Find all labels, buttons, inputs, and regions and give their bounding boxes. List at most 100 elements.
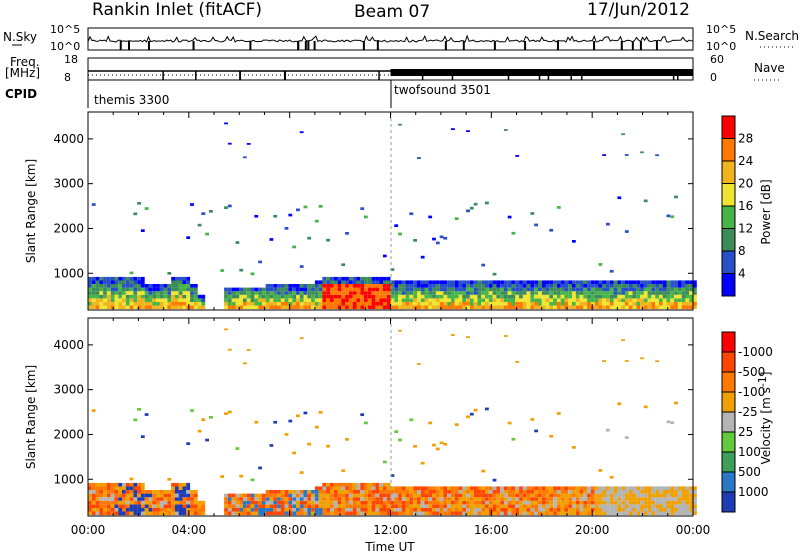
power-cell-1148 — [617, 291, 622, 295]
velocity-cell-181 — [163, 493, 168, 498]
velocity-cell-176 — [163, 511, 168, 516]
power-cell-1206 — [643, 301, 648, 306]
power-cell-497 — [333, 276, 338, 281]
velocity-cell-817 — [469, 500, 474, 505]
velocity-cell-1262 — [666, 486, 671, 490]
power-cell-1135 — [609, 269, 614, 273]
power-cell-387 — [288, 305, 293, 310]
velocity-cell-991 — [545, 490, 550, 494]
power-cell-1155 — [621, 298, 625, 302]
power-cell-998 — [549, 287, 554, 292]
power-cell-121 — [137, 301, 141, 306]
velocity-cell-160 — [152, 493, 157, 498]
power-cell-1032 — [564, 287, 569, 292]
power-cell-258 — [201, 301, 206, 306]
power-cell-719 — [428, 298, 433, 302]
power-cell-635 — [390, 284, 395, 288]
velocity-cell-171 — [159, 504, 164, 508]
velocity-cell-776 — [451, 490, 455, 494]
velocity-cell-680 — [409, 486, 414, 490]
power-cell-383 — [284, 291, 289, 295]
power-cell-1222 — [651, 305, 656, 310]
power-cell-621 — [386, 301, 391, 306]
power-cell-1058 — [575, 284, 580, 288]
velocity-cell-121 — [137, 507, 141, 512]
velocity-cell-1169 — [624, 486, 629, 490]
power-cell-294 — [239, 305, 244, 310]
velocity-cell-175 — [159, 490, 164, 494]
power-cell-473 — [326, 294, 330, 299]
velocity-cell-25 — [95, 490, 100, 494]
velocity-cell-1065 — [579, 493, 584, 498]
velocity-cell-494 — [333, 493, 338, 498]
power-cell-1003 — [553, 301, 557, 306]
velocity-cell-1151 — [617, 486, 622, 490]
velocity-cell-993 — [549, 511, 554, 516]
velocity-cell-399 — [292, 497, 296, 501]
power-cell-1319 — [693, 287, 697, 292]
velocity-cell-573 — [364, 421, 368, 425]
power-cell-997 — [549, 291, 554, 295]
velocity-cell-238 — [190, 507, 194, 512]
power-cell-110 — [133, 305, 138, 310]
power-cell-666 — [405, 301, 410, 306]
velocity-cell-979 — [541, 504, 546, 508]
power-cell-205 — [175, 287, 179, 292]
velocity-cell-229 — [186, 504, 191, 508]
power-cell-264 — [220, 269, 225, 272]
velocity-cell-730 — [432, 497, 436, 501]
power-cell-1267 — [670, 294, 675, 299]
velocity-cell-487 — [330, 486, 334, 490]
power-cell-25 — [95, 284, 100, 288]
power-cell-1244 — [659, 287, 663, 292]
power-cell-786 — [454, 280, 459, 284]
velocity-cell-594 — [375, 504, 380, 508]
velocity-cell-691 — [417, 511, 421, 516]
velocity-cell-861 — [488, 500, 493, 505]
velocity-cell-1301 — [685, 500, 690, 505]
velocity-cell-719 — [428, 504, 433, 508]
power-cell-138 — [140, 276, 145, 281]
velocity-cell-272 — [224, 328, 228, 331]
velocity-cell-870 — [492, 497, 497, 501]
velocity-cell-831 — [473, 408, 478, 412]
power-cell-677 — [409, 291, 414, 295]
velocity-cell-936 — [522, 507, 527, 512]
velocity-cell-1036 — [568, 507, 572, 512]
velocity-cell-1014 — [556, 497, 561, 501]
power-cell-179 — [163, 294, 168, 299]
velocity-cell-1072 — [583, 497, 588, 501]
power-cell-756 — [443, 294, 448, 299]
velocity-cell-557 — [360, 500, 365, 505]
power-cell-1288 — [677, 284, 682, 288]
velocity-cell-855 — [485, 490, 489, 494]
power-cell-680 — [409, 280, 414, 284]
velocity-cell-254 — [197, 504, 202, 508]
velocity-cell-619 — [382, 460, 387, 464]
velocity-cell-647 — [398, 511, 402, 516]
power-cell-709 — [424, 305, 429, 310]
power-cell-1309 — [689, 294, 693, 299]
velocity-cell-624 — [386, 497, 391, 501]
velocity-cell-1292 — [681, 504, 686, 508]
power-cell-996 — [549, 294, 554, 299]
power-cell-1036 — [568, 301, 572, 306]
velocity-cell-1020 — [560, 507, 565, 512]
power-cell-97 — [125, 284, 130, 288]
velocity-cell-976 — [538, 486, 542, 490]
velocity-cell-327 — [254, 493, 259, 498]
power-cell-1211 — [643, 284, 648, 288]
velocity-cell-20 — [95, 507, 100, 512]
power-cell-405 — [296, 298, 300, 302]
velocity-cell-49 — [106, 500, 111, 505]
power-cell-323 — [254, 301, 259, 306]
velocity-cell-593 — [375, 507, 380, 512]
velocity-cell-510 — [341, 500, 346, 505]
power-cell-415 — [299, 291, 304, 295]
power-cell-673 — [409, 305, 414, 310]
power-cell-1141 — [613, 287, 618, 292]
velocity-cell-279 — [227, 410, 232, 414]
power-cell-600 — [375, 276, 380, 281]
velocity-cell-1136 — [613, 511, 618, 516]
velocity-cell-80 — [118, 486, 123, 490]
